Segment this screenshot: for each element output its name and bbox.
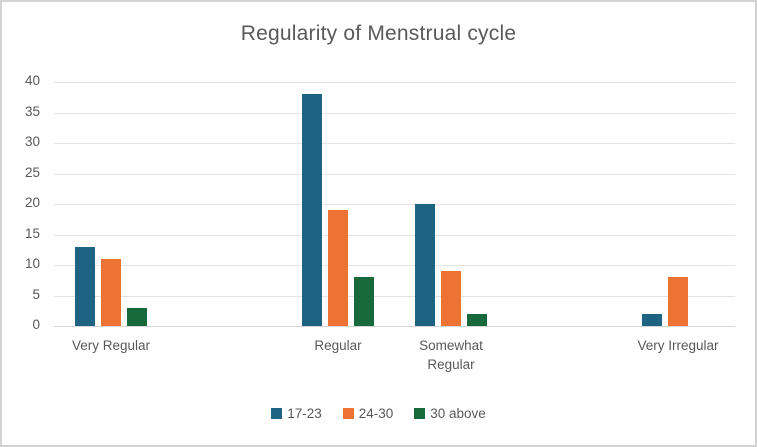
- legend-swatch-icon: [342, 408, 354, 419]
- gridline: [54, 113, 735, 114]
- bar-17-23-somewhat-regular: [415, 204, 435, 326]
- y-tick-label: 0: [32, 317, 40, 332]
- gridline: [54, 265, 735, 266]
- y-tick-label: 30: [24, 134, 40, 149]
- legend-item: 30 above: [414, 406, 486, 421]
- bar-17-23-very-irregular: [642, 314, 662, 326]
- bar-30-above-very-regular: [127, 308, 147, 326]
- gridline: [54, 235, 735, 236]
- bar-30-above-somewhat-regular: [467, 314, 487, 326]
- bar-24-30-regular: [328, 210, 348, 326]
- x-axis-label: Very Regular: [71, 338, 151, 353]
- y-tick-label: 20: [24, 195, 40, 210]
- chart-title: Regularity of Menstrual cycle: [240, 22, 517, 45]
- x-axis-label: Somewhat Regular: [419, 338, 483, 372]
- legend: 17-23 24-30 30 above: [2, 406, 755, 421]
- y-tick-label: 35: [24, 104, 40, 119]
- y-tick-label: 10: [24, 256, 40, 271]
- gridline: [54, 82, 735, 83]
- y-tick-label: 15: [24, 226, 40, 241]
- x-axis-label: Very Irregular: [637, 338, 719, 353]
- legend-item: 24-30: [342, 406, 394, 421]
- gridline: [54, 143, 735, 144]
- bar-24-30-very-irregular: [668, 277, 688, 326]
- gridline: [54, 296, 735, 297]
- x-axis-line: [54, 326, 735, 327]
- legend-label: 24-30: [358, 406, 394, 421]
- y-tick-label: 25: [24, 165, 40, 180]
- legend-item: 17-23: [271, 406, 322, 421]
- gridline: [54, 204, 735, 205]
- legend-swatch-icon: [414, 408, 426, 419]
- bar-17-23-regular: [302, 94, 322, 326]
- bar-30-above-regular: [354, 277, 374, 326]
- bar-17-23-very-regular: [75, 247, 95, 326]
- bar-24-30-somewhat-regular: [441, 271, 461, 326]
- bar-24-30-very-regular: [101, 259, 121, 326]
- legend-swatch-icon: [271, 408, 283, 419]
- legend-label: 17-23: [287, 406, 322, 421]
- x-axis-label: Regular: [314, 338, 362, 353]
- y-tick-label: 40: [24, 73, 40, 88]
- gridline: [54, 174, 735, 175]
- legend-label: 30 above: [430, 406, 486, 421]
- y-tick-label: 5: [32, 287, 40, 302]
